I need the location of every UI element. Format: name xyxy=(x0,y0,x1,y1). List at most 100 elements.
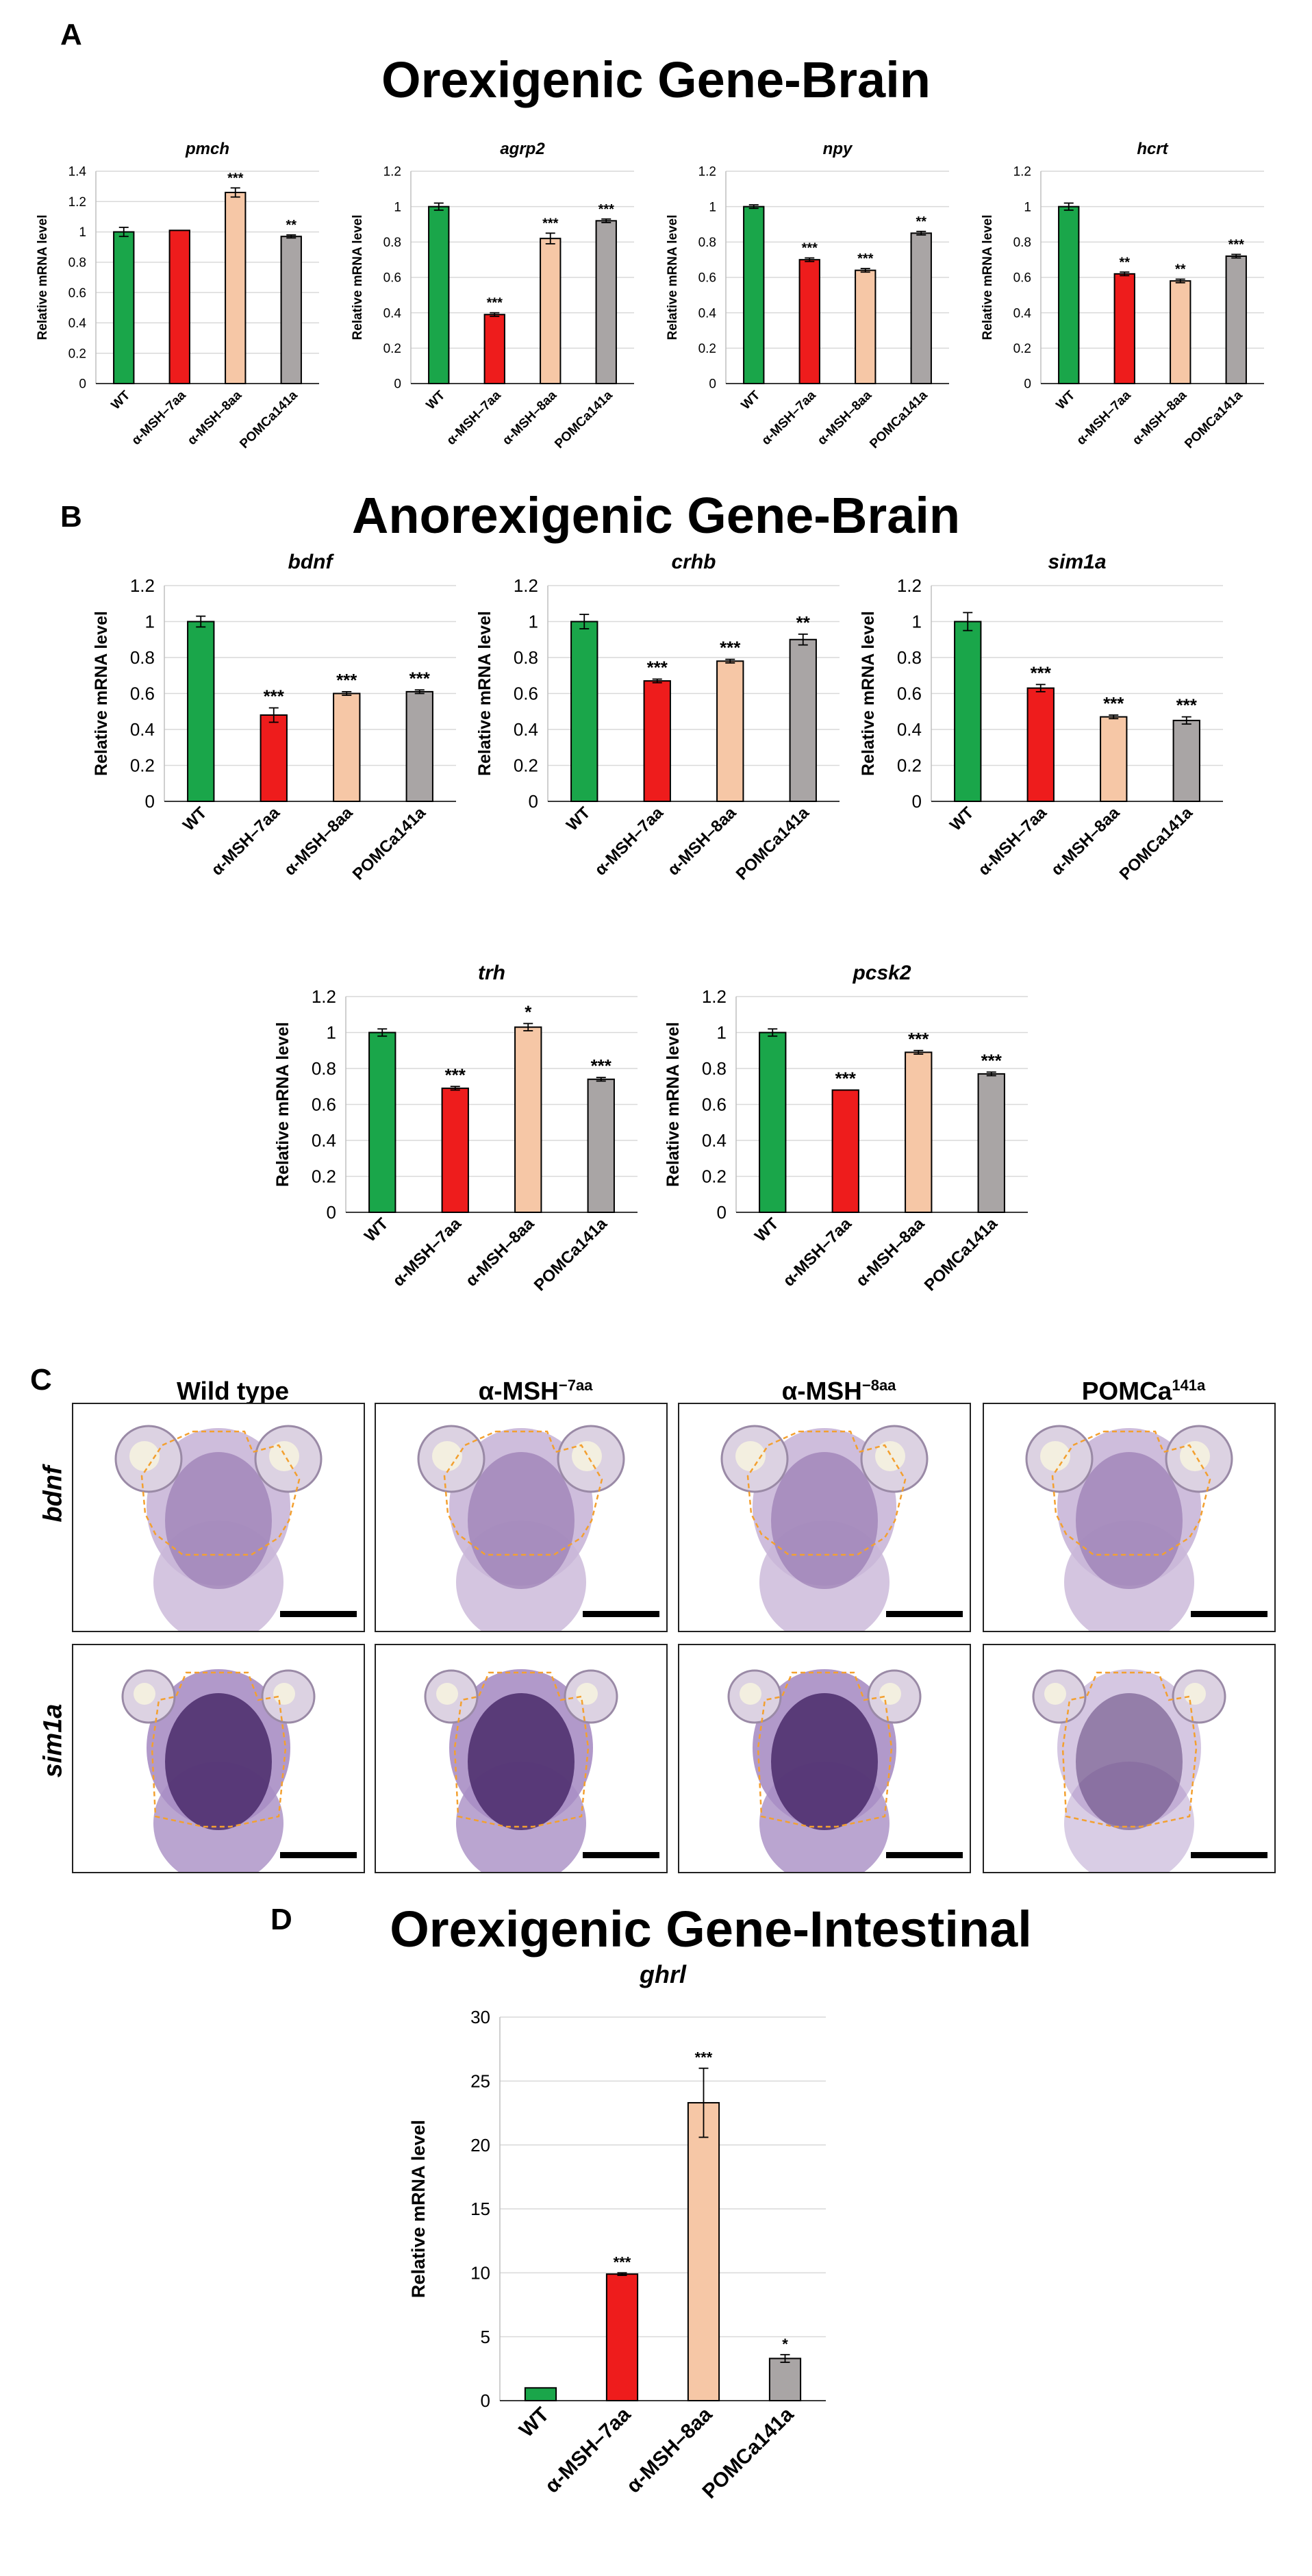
col-header-main: α-MSH xyxy=(781,1377,862,1405)
y-tick-label: 1.2 xyxy=(1013,165,1031,179)
y-axis-label: Relative mRNA level xyxy=(475,611,494,776)
y-tick-label: 5 xyxy=(481,2327,490,2347)
x-category-label: WT xyxy=(109,388,134,412)
col-header-pomca141a: POMCa141a xyxy=(1013,1377,1274,1405)
x-category-label: WT xyxy=(563,803,594,835)
significance-label: *** xyxy=(591,1055,612,1076)
bar-pcsk2-0 xyxy=(759,1031,787,1213)
scale-bar xyxy=(280,1611,357,1617)
y-tick-label: 1 xyxy=(79,225,86,240)
chart-pcsk2: pcsk2 0 0.2 0.4 0.6 0.8 1 1.2 Relative mRNA leve… xyxy=(664,962,1028,1295)
panel-letter-c: C xyxy=(30,1363,52,1397)
larva-image xyxy=(424,1669,659,1872)
chart-title: hcrt xyxy=(1137,140,1168,158)
col-header-msh-8aa: α-MSH−8aa xyxy=(709,1377,969,1405)
photo-bdnf-msh-7aa xyxy=(375,1403,668,1632)
bar-bdnf-3 xyxy=(405,690,433,802)
row-label-sim1a: sim1a xyxy=(38,1703,68,1778)
bar-npy-1 xyxy=(798,259,820,384)
bar-agrp2-3 xyxy=(595,220,617,385)
x-category-label: POMCa141a xyxy=(867,388,931,451)
significance-label: * xyxy=(525,1001,532,1022)
x-category-label: WT xyxy=(739,388,764,412)
x-category-label: α-MSH–7aa xyxy=(389,1214,465,1290)
x-category-label: WT xyxy=(751,1214,783,1246)
col-header-sup: −8aa xyxy=(861,1377,896,1394)
y-tick-label: 0.6 xyxy=(514,684,538,704)
eye-lens xyxy=(436,1683,458,1705)
x-category-label: POMCa141a xyxy=(1116,803,1197,884)
significance-label: *** xyxy=(336,670,357,690)
chart-title: pcsk2 xyxy=(852,962,911,984)
chart-title: trh xyxy=(478,962,505,984)
y-tick-label: 1 xyxy=(529,612,538,632)
chart-title: crhb xyxy=(671,551,716,573)
y-tick-label: 1 xyxy=(912,612,922,632)
y-tick-label: 0 xyxy=(327,1202,336,1223)
bar-bdnf-1 xyxy=(260,714,288,802)
larva-image xyxy=(1025,1425,1267,1631)
y-tick-label: 0.6 xyxy=(312,1095,336,1115)
significance-label: * xyxy=(782,2336,788,2353)
bar-ghrl-1 xyxy=(605,2273,639,2402)
x-category-label: WT xyxy=(1054,388,1078,412)
significance-label: *** xyxy=(981,1050,1002,1071)
significance-label: *** xyxy=(542,216,559,231)
stained-brain-region xyxy=(771,1693,878,1830)
bar-pcsk2-2 xyxy=(905,1051,933,1213)
y-tick-label: 0.2 xyxy=(130,755,155,776)
photo-bdnf-pomca141a xyxy=(983,1403,1276,1632)
y-tick-label: 0 xyxy=(529,791,538,812)
y-axis-label: Relative mRNA level xyxy=(666,214,680,340)
x-category-label: α-MSH–7aa xyxy=(1074,388,1134,448)
chart-title: npy xyxy=(823,140,853,158)
significance-label: ** xyxy=(1119,255,1130,270)
chart-trh: trh 0 0.2 0.4 0.6 0.8 1 1.2 Relative mRNA level W… xyxy=(273,962,638,1295)
y-tick-label: 1 xyxy=(145,612,155,632)
stained-brain-region xyxy=(1076,1693,1183,1830)
eye-lens xyxy=(1184,1683,1206,1705)
x-category-label: α-MSH–8aa xyxy=(281,803,357,879)
significance-label: *** xyxy=(227,171,244,186)
photo-sim1a-wild-type xyxy=(72,1644,365,1873)
y-tick-label: 0 xyxy=(717,1202,727,1223)
significance-label: *** xyxy=(835,1068,857,1089)
x-category-label: WT xyxy=(179,803,211,835)
larva-image xyxy=(720,1425,963,1631)
region-outline xyxy=(1061,1671,1198,1828)
bar-bdnf-2 xyxy=(333,692,361,802)
y-tick-label: 25 xyxy=(470,2071,490,2091)
y-tick-label: 0.8 xyxy=(68,256,86,271)
y-tick-label: 0.4 xyxy=(68,316,87,331)
eye-lens xyxy=(1180,1441,1210,1471)
region-outline xyxy=(151,1671,287,1828)
bar-sim1a-2 xyxy=(1100,716,1128,802)
x-category-label: POMCa141a xyxy=(237,388,301,451)
y-tick-label: 0.2 xyxy=(68,347,86,361)
bar-trh-0 xyxy=(368,1031,396,1213)
larva-image xyxy=(121,1669,357,1872)
y-tick-label: 0.4 xyxy=(312,1130,336,1151)
bar-npy-0 xyxy=(743,205,765,385)
bar-npy-3 xyxy=(910,232,932,384)
scale-bar xyxy=(886,1611,963,1617)
eye-lens xyxy=(1044,1683,1066,1705)
col-header-sup: 141a xyxy=(1172,1377,1206,1394)
scale-bar xyxy=(1191,1852,1267,1858)
x-category-label: α-MSH–7aa xyxy=(779,1214,855,1290)
panel-letter-b: B xyxy=(60,500,82,534)
x-category-label: α-MSH–7aa xyxy=(974,803,1050,879)
chart-agrp2: agrp2 0 0.2 0.4 0.6 0.8 1 1.2 Relative mRNA leve… xyxy=(351,140,634,451)
x-category-label: POMCa141a xyxy=(349,803,430,884)
scale-bar xyxy=(886,1852,963,1858)
significance-label: *** xyxy=(598,202,615,217)
larva-image xyxy=(1032,1669,1267,1872)
y-tick-label: 0.8 xyxy=(514,647,538,668)
x-category-label: α-MSH–8aa xyxy=(185,388,245,448)
bar-crhb-2 xyxy=(716,660,744,802)
y-tick-label: 0.8 xyxy=(702,1058,727,1079)
stained-brain-region xyxy=(468,1452,575,1589)
y-tick-label: 0.8 xyxy=(130,647,155,668)
y-tick-label: 0 xyxy=(1024,377,1031,392)
x-category-label: WT xyxy=(946,803,978,835)
